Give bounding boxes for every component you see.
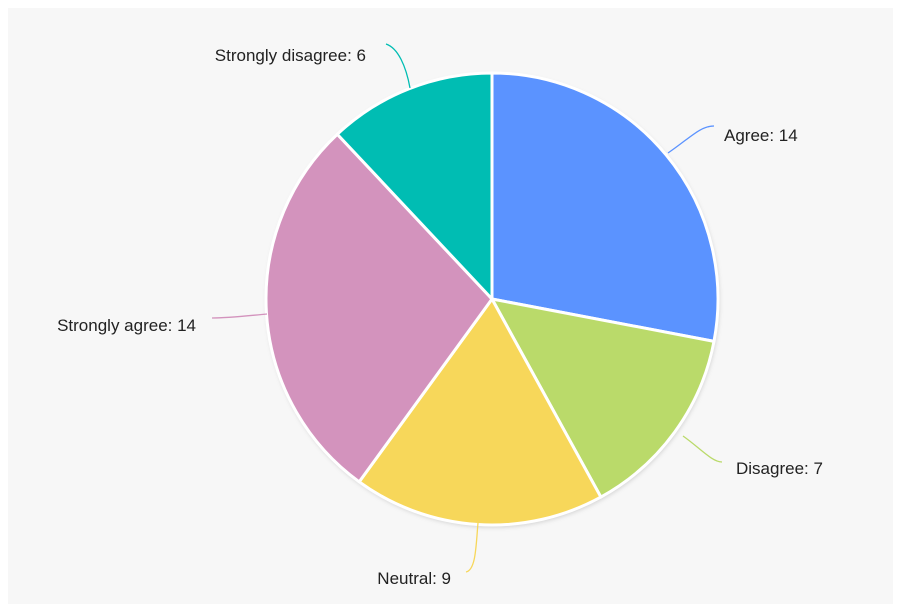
leader-line-agree	[667, 125, 715, 154]
pie-slice-strongly-disagree[interactable]	[335, 71, 494, 301]
pie-slice-agree[interactable]	[490, 71, 720, 343]
slice-label-neutral: Neutral: 9	[377, 569, 451, 588]
leader-line-strongly-agree	[211, 313, 268, 319]
pie-slices	[264, 71, 720, 527]
slice-label-strongly-disagree: Strongly disagree: 6	[215, 46, 366, 65]
leader-line-disagree	[682, 435, 723, 463]
slice-labels: Agree: 14 Disagree: 7 Neutral: 9 Strongly a…	[57, 46, 823, 588]
slice-label-agree: Agree: 14	[724, 126, 798, 145]
label-leader-lines	[211, 43, 723, 573]
leader-line-strongly-disagree	[385, 43, 411, 89]
pie-slice-disagree[interactable]	[490, 297, 716, 499]
slice-label-strongly-agree: Strongly agree: 14	[57, 316, 196, 335]
leader-line-neutral	[465, 522, 479, 573]
slice-label-disagree: Disagree: 7	[736, 459, 823, 478]
pie-slice-strongly-agree[interactable]	[264, 132, 494, 484]
